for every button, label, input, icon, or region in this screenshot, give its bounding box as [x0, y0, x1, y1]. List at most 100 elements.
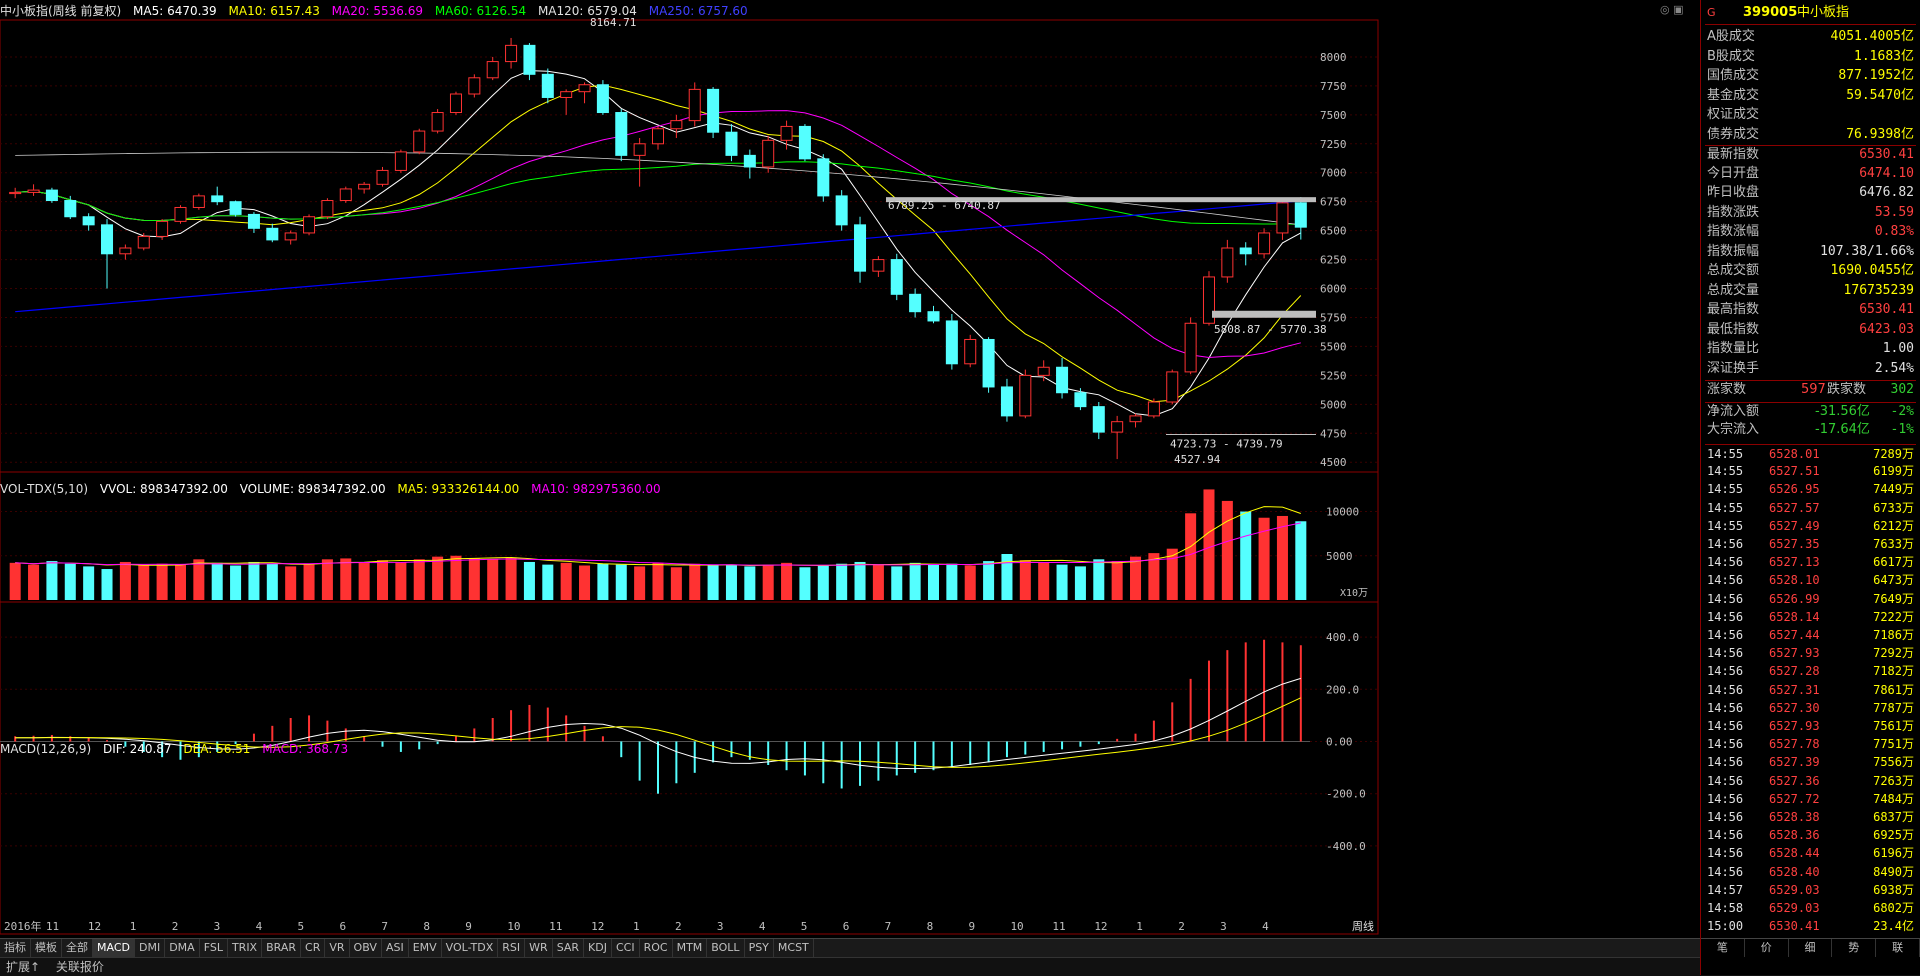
stat-value: 107.38/1.66% [1820, 243, 1914, 259]
indicator-tab-模板[interactable]: 模板 [31, 939, 62, 957]
volume-bar [487, 559, 499, 600]
volume-bar [1221, 500, 1233, 600]
indicator-tab-trix[interactable]: TRIX [228, 939, 263, 957]
volume-bar [468, 558, 480, 600]
volume-bar [781, 562, 793, 600]
side-tab[interactable]: 价 [1745, 939, 1789, 957]
stat-label: 债券成交 [1707, 126, 1760, 142]
indicator-tab-psy[interactable]: PSY [745, 939, 774, 957]
tick-volume: 6837万 [1873, 810, 1914, 824]
indicator-tab-mtm[interactable]: MTM [673, 939, 708, 957]
index-code: 399005 [1743, 5, 1798, 20]
indicator-tab-obv[interactable]: OBV [350, 939, 382, 957]
stat-label: 昨日收盘 [1707, 185, 1760, 200]
tick-time: 14:56 [1707, 700, 1744, 715]
indicator-tab-roc[interactable]: ROC [640, 939, 673, 957]
stat-label: 指数量比 [1707, 341, 1760, 356]
indicator-tab-macd[interactable]: MACD [93, 939, 135, 957]
tick-price: 6527.44 [1769, 628, 1820, 642]
stat-value: 4051.4005亿 [1830, 29, 1914, 44]
indicator-tab-kdj[interactable]: KDJ [584, 939, 612, 957]
main-chart[interactable]: 8164.71 6789.25 - 6740.87 5808.87 - 5770.3… [0, 0, 1700, 940]
volume-bar [156, 563, 168, 600]
tick-row: 14:56 6528.36 6925万 [1705, 826, 1916, 844]
candle-body [707, 88, 720, 133]
stat-label: 指数涨跌 [1707, 204, 1760, 220]
tick-price: 6529.03 [1769, 901, 1820, 915]
price-axis-label: 6500 [1320, 225, 1347, 238]
indicator-tab-dma[interactable]: DMA [165, 939, 200, 957]
candle-body [890, 259, 903, 295]
indicator-tab-brar[interactable]: BRAR [262, 939, 302, 957]
price-axis-label: 5250 [1320, 369, 1347, 382]
macd-indicator-name[interactable]: MACD(12,26,9) [0, 742, 92, 756]
gap-label: 6789.25 - 6740.87 [888, 199, 1001, 212]
side-tab[interactable]: 细 [1789, 939, 1833, 957]
side-tab[interactable]: 联 [1876, 939, 1920, 957]
indicator-tab-sar[interactable]: SAR [553, 939, 585, 957]
restore-icon[interactable]: ◎ [1660, 3, 1670, 16]
tick-row: 14:56 6527.35 7633万 [1705, 535, 1916, 553]
volume-bar [854, 561, 866, 600]
tick-volume: 6199万 [1873, 464, 1914, 479]
volume-bar [1295, 521, 1307, 600]
candle-body [505, 44, 518, 63]
period-label[interactable]: 周线 [1352, 919, 1374, 933]
indicator-tab-cci[interactable]: CCI [612, 939, 640, 957]
related-quote-button[interactable]: 关联报价 [55, 960, 104, 974]
indicator-tab-boll[interactable]: BOLL [707, 939, 745, 957]
candle-body [284, 232, 297, 241]
indicator-tab-vol-tdx[interactable]: VOL-TDX [442, 939, 499, 957]
indicator-tab-fsl[interactable]: FSL [200, 939, 228, 957]
indicator-tab-dmi[interactable]: DMI [135, 939, 166, 957]
volume-unit-label: X10万 [1340, 588, 1368, 599]
indicator-tab-emv[interactable]: EMV [409, 939, 442, 957]
candle-body [394, 151, 407, 171]
vol-indicator-name[interactable]: VOL-TDX(5,10) [0, 482, 89, 496]
time-axis-label: 3 [1220, 920, 1227, 933]
indicator-tab-wr[interactable]: WR [525, 939, 553, 957]
gap-label: 5808.87 - 5770.38 [1214, 323, 1327, 336]
indicator-tab-mcst[interactable]: MCST [774, 939, 814, 957]
expand-button[interactable]: 扩展↑ [6, 960, 41, 974]
volume-bar [964, 565, 976, 600]
indicator-tab-vr[interactable]: VR [325, 939, 350, 957]
price-axis-label: 7250 [1320, 138, 1347, 151]
volume-bar [1276, 515, 1288, 600]
gap-band [1212, 310, 1316, 318]
indicator-tab-cr[interactable]: CR [301, 939, 326, 957]
candle-body [854, 224, 867, 272]
indicator-tab-asi[interactable]: ASI [382, 939, 409, 957]
volume-bar [1166, 548, 1178, 600]
volume-bar [670, 567, 682, 600]
tick-row: 14:55 6526.95 7449万 [1705, 480, 1916, 498]
vvol-readout: VVOL: 898347392.00 [99, 482, 228, 496]
tick-time: 14:56 [1707, 719, 1744, 733]
volume-bar [193, 559, 205, 600]
indicator-tab-rsi[interactable]: RSI [498, 939, 526, 957]
close-icon[interactable]: ▣ [1673, 3, 1684, 16]
volume-bar [1019, 560, 1031, 600]
volume-bar [689, 563, 701, 600]
candle-body [137, 235, 150, 249]
tick-time: 14:56 [1707, 609, 1744, 624]
dea-readout: DEA: 56.51 [183, 742, 251, 756]
tick-row: 14:56 6528.14 7222万 [1705, 608, 1916, 626]
side-tab[interactable]: 势 [1832, 939, 1877, 957]
volume-bar [1038, 561, 1050, 600]
stat-row: 总成交量 176735239 [1705, 282, 1916, 300]
indicator-tab-指标[interactable]: 指标 [0, 939, 31, 957]
tick-price: 6527.13 [1769, 555, 1820, 570]
stat-label: 深证换手 [1707, 360, 1760, 376]
stat-value: 59.5470亿 [1846, 87, 1914, 103]
side-tab[interactable]: 笔 [1701, 939, 1745, 957]
tick-time: 14:56 [1707, 737, 1744, 752]
indicator-tab-全部[interactable]: 全部 [62, 939, 93, 957]
dea-line [15, 697, 1302, 768]
volume-bar [358, 562, 370, 600]
volume-bar [1258, 517, 1270, 600]
tick-price: 6528.44 [1769, 846, 1820, 861]
candle-body [1166, 371, 1179, 403]
candle-body [376, 169, 389, 185]
candle-body [211, 195, 224, 203]
